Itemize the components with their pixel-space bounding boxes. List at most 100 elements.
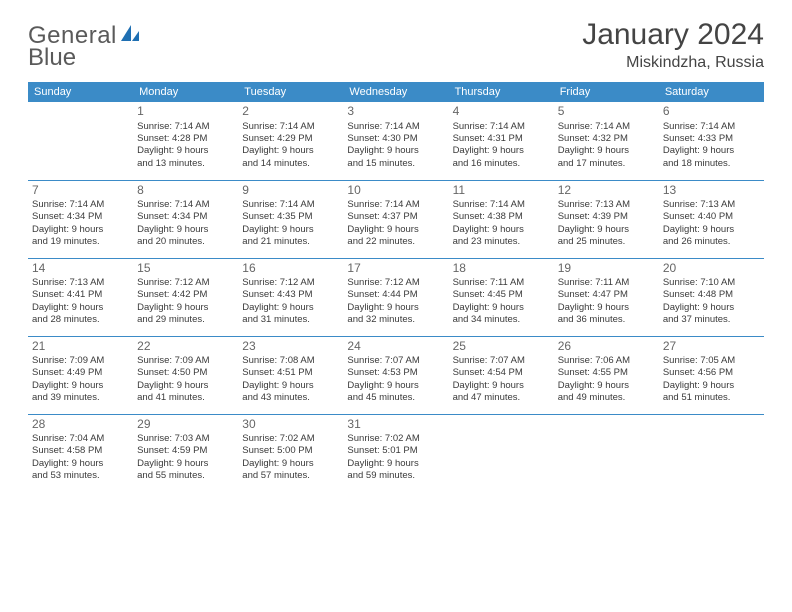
cell-text: and 31 minutes. [242, 314, 339, 326]
month-title: January 2024 [582, 18, 764, 52]
calendar-cell: 29Sunrise: 7:03 AMSunset: 4:59 PMDayligh… [133, 414, 238, 492]
calendar-row: 28Sunrise: 7:04 AMSunset: 4:58 PMDayligh… [28, 414, 764, 492]
calendar-cell [554, 414, 659, 492]
cell-text: Sunrise: 7:14 AM [242, 199, 339, 211]
title-block: January 2024 Miskindzha, Russia [582, 18, 764, 72]
cell-text: and 51 minutes. [663, 392, 760, 404]
cell-text: Daylight: 9 hours [663, 145, 760, 157]
calendar-row: 14Sunrise: 7:13 AMSunset: 4:41 PMDayligh… [28, 258, 764, 336]
cell-text: Sunrise: 7:04 AM [32, 433, 129, 445]
cell-text: Daylight: 9 hours [453, 224, 550, 236]
cell-text: Sunset: 4:56 PM [663, 367, 760, 379]
calendar-cell: 5Sunrise: 7:14 AMSunset: 4:32 PMDaylight… [554, 102, 659, 180]
calendar-cell: 19Sunrise: 7:11 AMSunset: 4:47 PMDayligh… [554, 258, 659, 336]
calendar-cell: 21Sunrise: 7:09 AMSunset: 4:49 PMDayligh… [28, 336, 133, 414]
calendar-row: 7Sunrise: 7:14 AMSunset: 4:34 PMDaylight… [28, 180, 764, 258]
cell-text: Sunrise: 7:02 AM [347, 433, 444, 445]
calendar-cell [28, 102, 133, 180]
day-header: Wednesday [343, 82, 448, 102]
calendar-cell [449, 414, 554, 492]
cell-text: Daylight: 9 hours [347, 302, 444, 314]
cell-text: Sunrise: 7:09 AM [137, 355, 234, 367]
cell-text: Sunrise: 7:02 AM [242, 433, 339, 445]
cell-text: Sunrise: 7:13 AM [558, 199, 655, 211]
cell-text: Sunset: 4:48 PM [663, 289, 760, 301]
calendar-cell: 9Sunrise: 7:14 AMSunset: 4:35 PMDaylight… [238, 180, 343, 258]
cell-text: Sunset: 4:34 PM [32, 211, 129, 223]
cell-text: and 49 minutes. [558, 392, 655, 404]
cell-text: Sunrise: 7:03 AM [137, 433, 234, 445]
cell-text: Sunrise: 7:07 AM [347, 355, 444, 367]
cell-text: Daylight: 9 hours [32, 458, 129, 470]
cell-text: Sunset: 4:34 PM [137, 211, 234, 223]
cell-text: Daylight: 9 hours [347, 145, 444, 157]
calendar-cell: 16Sunrise: 7:12 AMSunset: 4:43 PMDayligh… [238, 258, 343, 336]
day-number: 31 [347, 417, 444, 433]
cell-text: Daylight: 9 hours [32, 224, 129, 236]
sail-icon [119, 23, 141, 50]
cell-text: Sunrise: 7:05 AM [663, 355, 760, 367]
cell-text: and 25 minutes. [558, 236, 655, 248]
day-number: 23 [242, 339, 339, 355]
cell-text: Sunset: 5:00 PM [242, 445, 339, 457]
cell-text: Daylight: 9 hours [242, 224, 339, 236]
day-number: 30 [242, 417, 339, 433]
cell-text: and 22 minutes. [347, 236, 444, 248]
cell-text: and 36 minutes. [558, 314, 655, 326]
day-number: 8 [137, 183, 234, 199]
day-number: 21 [32, 339, 129, 355]
cell-text: Daylight: 9 hours [32, 302, 129, 314]
cell-text: Sunrise: 7:10 AM [663, 277, 760, 289]
cell-text: Sunset: 4:37 PM [347, 211, 444, 223]
day-number: 17 [347, 261, 444, 277]
day-number: 27 [663, 339, 760, 355]
day-number: 15 [137, 261, 234, 277]
cell-text: and 13 minutes. [137, 158, 234, 170]
cell-text: and 17 minutes. [558, 158, 655, 170]
cell-text: Sunset: 4:53 PM [347, 367, 444, 379]
day-header: Thursday [449, 82, 554, 102]
cell-text: and 32 minutes. [347, 314, 444, 326]
calendar-cell: 2Sunrise: 7:14 AMSunset: 4:29 PMDaylight… [238, 102, 343, 180]
calendar-cell: 24Sunrise: 7:07 AMSunset: 4:53 PMDayligh… [343, 336, 448, 414]
cell-text: and 18 minutes. [663, 158, 760, 170]
calendar-cell: 25Sunrise: 7:07 AMSunset: 4:54 PMDayligh… [449, 336, 554, 414]
calendar-cell [659, 414, 764, 492]
cell-text: Sunset: 4:38 PM [453, 211, 550, 223]
day-number: 12 [558, 183, 655, 199]
cell-text: Sunset: 5:01 PM [347, 445, 444, 457]
cell-text: Daylight: 9 hours [242, 458, 339, 470]
cell-text: Daylight: 9 hours [558, 224, 655, 236]
cell-text: Daylight: 9 hours [137, 380, 234, 392]
header: General January 2024 Miskindzha, Russia [28, 18, 764, 72]
cell-text: and 55 minutes. [137, 470, 234, 482]
cell-text: Daylight: 9 hours [242, 380, 339, 392]
cell-text: Daylight: 9 hours [558, 380, 655, 392]
day-header-row: Sunday Monday Tuesday Wednesday Thursday… [28, 82, 764, 102]
cell-text: Daylight: 9 hours [32, 380, 129, 392]
cell-text: Sunset: 4:39 PM [558, 211, 655, 223]
cell-text: and 23 minutes. [453, 236, 550, 248]
calendar-cell: 10Sunrise: 7:14 AMSunset: 4:37 PMDayligh… [343, 180, 448, 258]
cell-text: and 57 minutes. [242, 470, 339, 482]
cell-text: and 28 minutes. [32, 314, 129, 326]
day-number: 14 [32, 261, 129, 277]
calendar-row: 21Sunrise: 7:09 AMSunset: 4:49 PMDayligh… [28, 336, 764, 414]
day-number: 25 [453, 339, 550, 355]
cell-text: and 15 minutes. [347, 158, 444, 170]
cell-text: Sunrise: 7:12 AM [347, 277, 444, 289]
cell-text: Sunset: 4:42 PM [137, 289, 234, 301]
cell-text: Sunrise: 7:14 AM [242, 121, 339, 133]
cell-text: Sunrise: 7:14 AM [137, 199, 234, 211]
cell-text: Sunrise: 7:14 AM [453, 121, 550, 133]
cell-text: Sunrise: 7:14 AM [663, 121, 760, 133]
calendar-cell: 30Sunrise: 7:02 AMSunset: 5:00 PMDayligh… [238, 414, 343, 492]
day-number: 28 [32, 417, 129, 433]
cell-text: and 37 minutes. [663, 314, 760, 326]
cell-text: Sunrise: 7:09 AM [32, 355, 129, 367]
calendar-cell: 26Sunrise: 7:06 AMSunset: 4:55 PMDayligh… [554, 336, 659, 414]
logo-word-2: Blue [28, 44, 76, 72]
cell-text: Sunset: 4:44 PM [347, 289, 444, 301]
day-number: 10 [347, 183, 444, 199]
calendar-cell: 18Sunrise: 7:11 AMSunset: 4:45 PMDayligh… [449, 258, 554, 336]
